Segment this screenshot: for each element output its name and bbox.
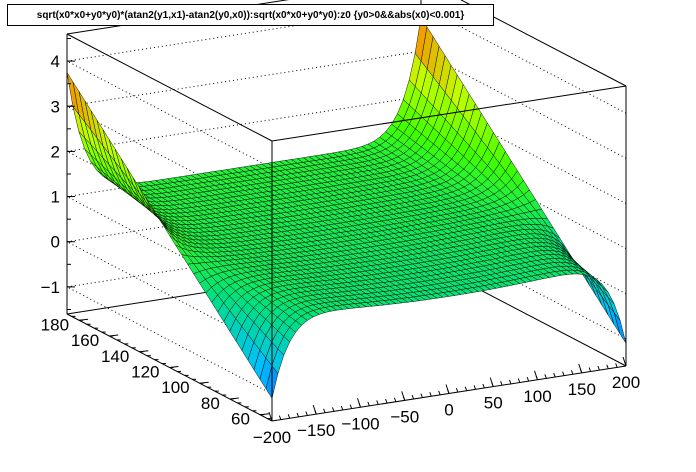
x-axis-minor-tick (562, 371, 565, 376)
x-axis-minor-tick (420, 393, 423, 398)
x-axis-minor-tick (553, 372, 556, 378)
x-axis-minor-tick (517, 378, 521, 383)
z-tick-label: 0 (51, 233, 60, 252)
grid-line (66, 105, 273, 214)
x-axis-minor-tick (278, 415, 282, 420)
x-tick-label: 150 (568, 380, 596, 399)
y-tick-label: 60 (231, 410, 250, 429)
x-axis-minor-tick (447, 389, 450, 394)
x-axis-minor-tick (500, 381, 503, 386)
z-tick-label: 3 (51, 97, 60, 116)
x-axis-minor-tick (367, 401, 370, 407)
x-tick-label: −100 (341, 414, 379, 433)
x-axis-minor-tick (588, 367, 592, 372)
y-tick-label: 180 (41, 315, 69, 334)
surface-mesh (66, 17, 627, 399)
x-tick-label: 100 (523, 387, 551, 406)
x-axis-minor-tick (491, 382, 494, 387)
x-axis-minor-tick (358, 403, 361, 408)
z-tick-label: 2 (51, 142, 60, 161)
x-axis-minor-tick (508, 379, 512, 385)
x-axis-minor-tick (438, 390, 441, 396)
x-tick-label: 200 (612, 373, 640, 392)
y-tick-label: 100 (161, 378, 189, 397)
x-axis-minor-tick (393, 397, 397, 402)
x-axis-minor-tick (305, 411, 308, 416)
y-tick-label: 140 (101, 347, 129, 366)
grid-line (66, 286, 273, 395)
x-axis-minor-tick (464, 386, 468, 391)
z-tick-label: 4 (51, 52, 60, 71)
y-tick-label: 160 (71, 331, 99, 350)
frame-edge (271, 85, 627, 142)
x-axis-minor-tick (402, 396, 406, 401)
x-axis-minor-tick (376, 400, 379, 405)
x-axis-minor-tick (314, 409, 317, 415)
x-tick-label: −50 (390, 407, 419, 426)
x-axis-minor-tick (535, 375, 538, 380)
x-axis-tick (268, 411, 273, 422)
x-tick-label: −200 (253, 428, 291, 447)
x-axis-minor-tick (340, 405, 344, 411)
x-axis-minor-tick (615, 363, 618, 368)
x-axis-minor-tick (597, 365, 600, 371)
grid-line (66, 241, 273, 350)
grid-line (66, 196, 273, 305)
title-box: sqrt(x0*x0+y0*y0)*(atan2(y1,x1)-atan2(y0… (7, 4, 494, 26)
x-axis-minor-tick (411, 394, 415, 400)
x-tick-label: −150 (297, 421, 335, 440)
x-axis-minor-tick (544, 374, 547, 379)
x-axis-minor-tick (323, 408, 326, 413)
x-axis-minor-tick (473, 385, 477, 390)
y-tick-label: 80 (201, 394, 220, 413)
frame-edge (66, 33, 273, 142)
x-axis-minor-tick (331, 407, 335, 412)
surface-cell (613, 312, 627, 344)
z-tick-label: 1 (51, 188, 60, 207)
x-axis-minor-tick (349, 404, 353, 409)
x-axis-minor-tick (606, 364, 609, 369)
grid-line (66, 60, 273, 169)
y-tick-label: 120 (131, 363, 159, 382)
x-tick-label: 0 (444, 401, 453, 420)
z-tick-label: −1 (41, 278, 60, 297)
chart-title: sqrt(x0*x0+y0*y0)*(atan2(y1,x1)-atan2(y0… (36, 9, 465, 21)
x-axis-minor-tick (526, 376, 530, 382)
x-axis-minor-tick (482, 383, 485, 389)
x-axis-minor-tick (429, 392, 432, 397)
x-axis-minor-tick (287, 414, 291, 419)
x-axis-minor-tick (385, 398, 388, 404)
x-axis-minor-tick (296, 412, 300, 418)
x-axis-minor-tick (570, 370, 574, 375)
frame-edge (460, 0, 627, 87)
axes: −1 0 1 2 3 4 −200 −150 −100 −50 0 50 100 150 200 60 80 10… (41, 34, 640, 447)
grid-line (420, 50, 627, 159)
x-axis-minor-tick (455, 387, 459, 393)
x-axis-minor-tick (579, 368, 583, 374)
grid-line (66, 95, 422, 152)
x-axis-tick (622, 356, 627, 367)
grid-line (66, 50, 422, 107)
x-tick-label: 50 (484, 394, 503, 413)
